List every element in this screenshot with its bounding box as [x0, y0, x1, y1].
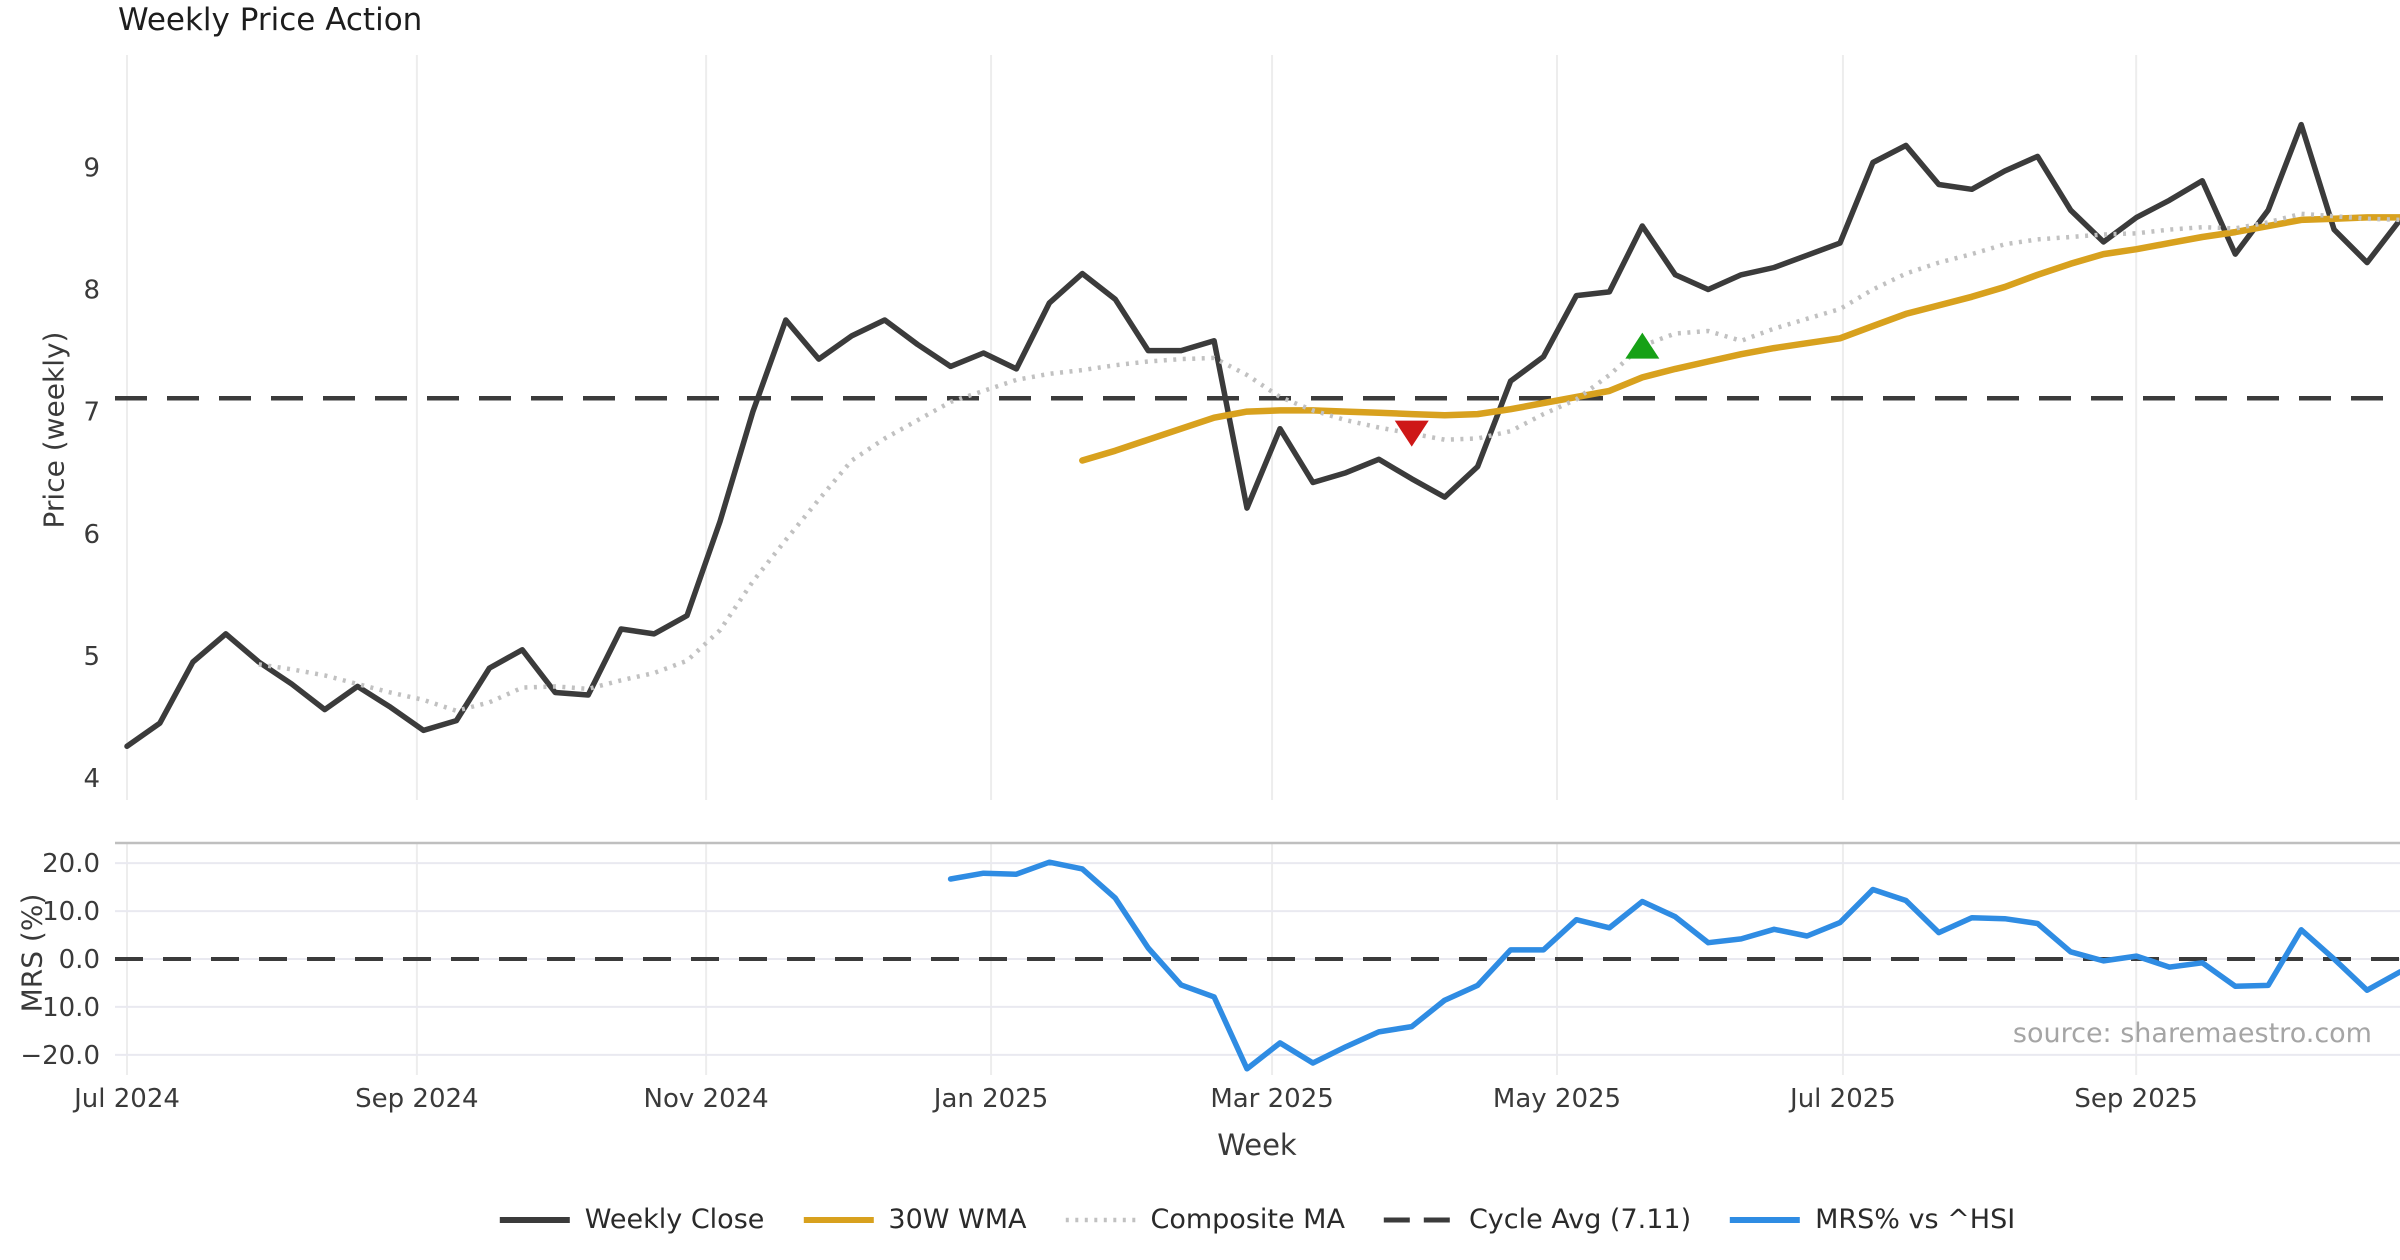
composite-ma-line — [258, 211, 2400, 714]
legend-item-cycle-avg-7-11: Cycle Avg (7.11) — [1383, 1204, 1691, 1235]
legend-swatch — [803, 1216, 874, 1223]
legend-item-30w-wma: 30W WMA — [802, 1204, 1027, 1235]
y-tick-label: 4 — [83, 764, 100, 794]
legend-swatch — [499, 1216, 570, 1223]
legend-label: 30W WMA — [888, 1204, 1027, 1235]
x-tick-label: Jul 2024 — [72, 1084, 180, 1114]
legend-item-mrs-vs-hsi: MRS% vs ^HSI — [1729, 1204, 2015, 1235]
legend-label: MRS% vs ^HSI — [1815, 1204, 2016, 1235]
legend-label: Composite MA — [1150, 1204, 1345, 1235]
y-tick-label: 20.0 — [42, 849, 100, 879]
mrs-vs-hsi-line — [947, 859, 2400, 1072]
weekly-close-line — [124, 121, 2400, 750]
legend-swatch — [1383, 1217, 1454, 1222]
legend-label: Weekly Close — [584, 1204, 765, 1235]
y-tick-label: −20.0 — [20, 1041, 100, 1071]
y-tick-label: 6 — [83, 520, 100, 550]
y-tick-label: 5 — [83, 642, 100, 672]
buy-marker — [1625, 332, 1660, 359]
30w-wma-line — [1079, 214, 2400, 464]
legend-label: Cycle Avg (7.11) — [1468, 1204, 1692, 1235]
x-tick-label: Sep 2024 — [355, 1084, 478, 1114]
legend: Weekly Close 30W WMA Composite MA Cycle Avg… — [499, 1204, 2015, 1235]
y-tick-label: 10.0 — [42, 897, 100, 927]
x-tick-label: Jan 2025 — [932, 1084, 1049, 1114]
legend-swatch — [1730, 1216, 1801, 1223]
chart-title: Weekly Price Action — [118, 2, 423, 38]
x-tick-label: May 2025 — [1493, 1084, 1621, 1114]
legend-swatch — [1065, 1217, 1136, 1222]
legend-item-weekly-close: Weekly Close — [499, 1204, 765, 1235]
x-axis-label: Week — [1217, 1128, 1297, 1162]
y-tick-label: 0.0 — [59, 945, 100, 975]
price-axis-label: Price (weekly) — [37, 331, 71, 529]
legend-item-composite-ma: Composite MA — [1065, 1204, 1345, 1235]
mrs-axis-label: MRS (%) — [15, 893, 49, 1013]
x-tick-label: Mar 2025 — [1210, 1084, 1334, 1114]
x-tick-label: Sep 2025 — [2074, 1084, 2197, 1114]
y-tick-label: 9 — [83, 153, 100, 183]
x-tick-label: Nov 2024 — [644, 1084, 769, 1114]
y-tick-label: −10.0 — [20, 993, 100, 1023]
y-tick-label: 7 — [83, 398, 100, 428]
sell-marker — [1394, 420, 1429, 447]
x-tick-label: Jul 2025 — [1788, 1084, 1896, 1114]
source-note: source: sharemaestro.com — [2012, 1018, 2372, 1049]
y-tick-label: 8 — [83, 275, 100, 305]
